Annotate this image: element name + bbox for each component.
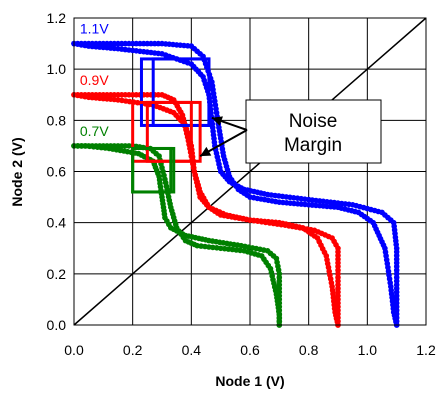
series-label: 0.9V: [80, 72, 109, 88]
reference-line: [73, 17, 427, 326]
x-tick-label: 0.6: [240, 342, 260, 358]
x-tick-label: 1.0: [358, 342, 378, 358]
x-tick-label: 0.8: [299, 342, 319, 358]
series-label: 0.7V: [80, 123, 109, 139]
x-axis-title: Node 1 (V): [215, 373, 284, 389]
data-point: [82, 143, 89, 149]
data-point: [75, 143, 81, 149]
y-tick-label: 0.4: [47, 215, 67, 231]
y-tick-label: 1.2: [47, 10, 67, 26]
data-point: [79, 143, 85, 149]
x-tick-labels: 0.0 0.2 0.4 0.6 0.8 1.0 1.2: [64, 342, 436, 358]
y-tick-label: 0.0: [47, 317, 67, 333]
x-tick-label: 1.2: [416, 342, 436, 358]
y-axis-title: Node 2 (V): [9, 137, 25, 206]
noise-margin-square-alt: [139, 57, 211, 127]
series-curves: [71, 40, 400, 328]
series-label: 1.1V: [80, 21, 109, 37]
y-tick-label: 0.2: [47, 266, 67, 282]
x-tick-label: 0.4: [182, 342, 202, 358]
y-tick-labels: 0.0 0.2 0.4 0.6 0.8 1.0 1.2: [47, 10, 67, 333]
x-tick-label: 0.0: [64, 342, 84, 358]
y-tick-label: 0.8: [47, 112, 67, 128]
noise-margin-label-line2: Margin: [284, 135, 342, 156]
arrow-head: [211, 116, 223, 126]
plot-area-frame: [73, 17, 427, 326]
noise-margin-square-alt: [131, 100, 193, 163]
noise-margin-arrows: [199, 116, 248, 158]
y-tick-label: 1.0: [47, 61, 67, 77]
y-tick-label: 0.6: [47, 164, 67, 180]
noise-margin-label-line1: Noise: [289, 111, 338, 132]
noise-margin-square-alt: [131, 146, 173, 194]
x-tick-label: 0.2: [123, 342, 143, 358]
noise-margin-boxes: [131, 57, 211, 194]
series-labels: 1.1V 0.9V 0.7V: [80, 21, 109, 139]
arrow-head: [200, 146, 212, 157]
diagonal-reference-line: [73, 17, 427, 326]
noise-margin-annotation: Noise Margin: [199, 99, 382, 164]
